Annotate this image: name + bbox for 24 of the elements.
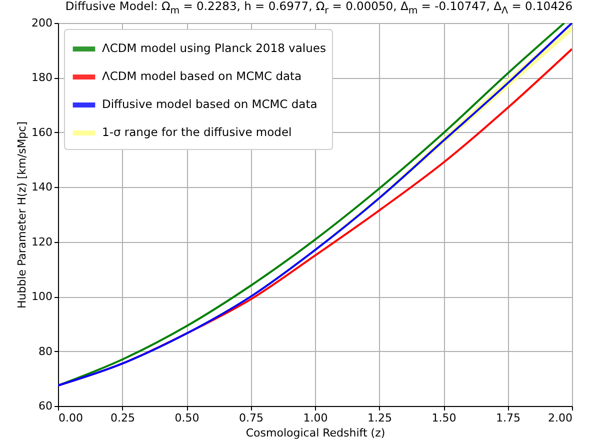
y-axis-title: Hubble Parameter H(z) [km/sMpc]: [16, 121, 29, 309]
legend-label: ΛCDM model based on MCMC data: [102, 69, 302, 83]
x-tick-label: 0.25: [110, 412, 135, 424]
y-tick-label: 100: [32, 290, 52, 304]
y-tick-label: 200: [32, 16, 52, 30]
x-tick-label: 2.00: [548, 412, 572, 424]
legend-label: Diffusive model based on MCMC data: [102, 97, 318, 111]
y-tick-label: 140: [32, 180, 52, 194]
y-tick-label: 180: [32, 71, 52, 84]
x-tick-label: 0.75: [239, 412, 264, 424]
x-tick-label: 0.00: [58, 412, 83, 424]
x-tick-label: 1.50: [432, 412, 456, 424]
y-tick-label: 80: [38, 344, 52, 358]
x-tick-label: 1.75: [496, 412, 520, 424]
chart-title: Diffusive Model: Ω$_{m}$ = 0.2283, h = 0.6977, Ω$_{r}$ = 0.00050, Δ$_{m}$ = -0.10747, Δ$_{Λ}$ = 0.10426: [65, 0, 573, 16]
x-tick-label: 0.50: [174, 412, 200, 424]
x-axis-title: Cosmological Redshift (z): [246, 426, 386, 440]
legend-label: ΛCDM model using Planck 2018 values: [102, 41, 326, 55]
legend-label: 1-σ range for the diffusive model: [102, 125, 292, 139]
x-tick-label: 1.25: [368, 412, 392, 424]
y-tick-label: 160: [32, 126, 52, 139]
x-tick-label: 1.00: [303, 412, 328, 424]
y-tick-label: 120: [32, 235, 52, 248]
y-tick-label: 60: [38, 400, 52, 412]
